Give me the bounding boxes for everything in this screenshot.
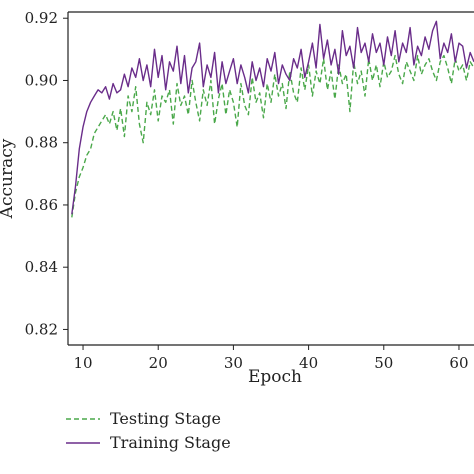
- y-tick-label: 0.88: [25, 134, 58, 152]
- series-line-testing: [71, 54, 474, 218]
- x-tick-label: 50: [374, 354, 393, 372]
- x-tick-label: 20: [149, 354, 168, 372]
- y-tick-label: 0.92: [25, 9, 58, 27]
- series-line-training: [71, 20, 474, 215]
- x-tick-label: 30: [224, 354, 243, 372]
- x-tick-label: 40: [299, 354, 318, 372]
- y-tick-label: 0.90: [25, 71, 58, 89]
- legend-label-training: Training Stage: [110, 433, 231, 452]
- x-tick-label: 10: [73, 354, 92, 372]
- y-axis-label: Accuracy: [0, 138, 17, 219]
- x-axis-label: Epoch: [248, 367, 302, 387]
- legend-label-testing: Testing Stage: [110, 409, 221, 428]
- y-tick-label: 0.86: [25, 196, 58, 214]
- x-tick-label: 60: [449, 354, 468, 372]
- y-tick-label: 0.82: [25, 320, 58, 338]
- y-tick-label: 0.84: [25, 258, 58, 276]
